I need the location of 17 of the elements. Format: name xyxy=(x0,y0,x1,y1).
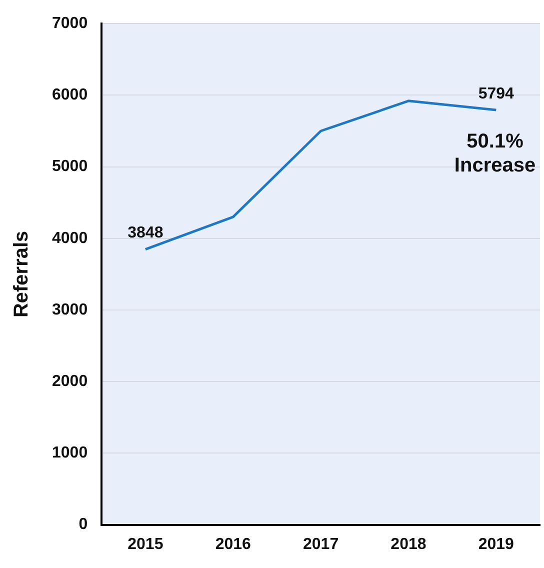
y-tick-label: 7000 xyxy=(52,15,88,32)
y-axis-title: Referrals xyxy=(10,230,33,318)
y-tick-label: 1000 xyxy=(52,444,88,462)
y-tick-label: 2000 xyxy=(52,373,88,390)
y-tick-label: 4000 xyxy=(52,230,88,247)
data-label: 5794 xyxy=(478,85,514,102)
x-tick-label: 2018 xyxy=(390,536,426,553)
y-tick-label: 5000 xyxy=(52,158,88,176)
x-tick-label: 2015 xyxy=(128,536,164,553)
x-tick-label: 2017 xyxy=(303,536,339,553)
annotation: 50.1% Increase xyxy=(454,130,536,176)
y-tick-label: 0 xyxy=(78,516,88,534)
y-tick-label: 3000 xyxy=(52,301,88,318)
x-tick-label: 2016 xyxy=(215,536,252,553)
data-label: 3848 xyxy=(128,224,164,242)
x-tick-label: 2019 xyxy=(478,536,514,553)
y-tick-label: 6000 xyxy=(52,86,88,104)
